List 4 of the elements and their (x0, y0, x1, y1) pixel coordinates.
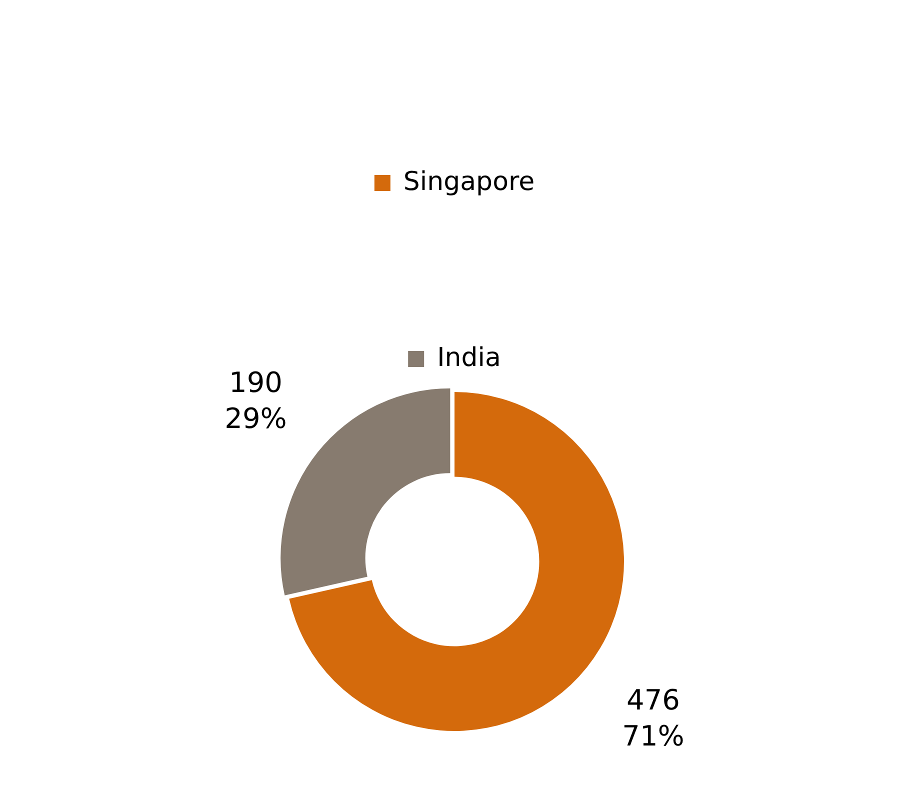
legend-label: India (437, 342, 501, 373)
data-label: 476 71% (622, 684, 684, 753)
data-label: 190 29% (224, 366, 287, 435)
legend-label: Singapore (403, 166, 535, 197)
